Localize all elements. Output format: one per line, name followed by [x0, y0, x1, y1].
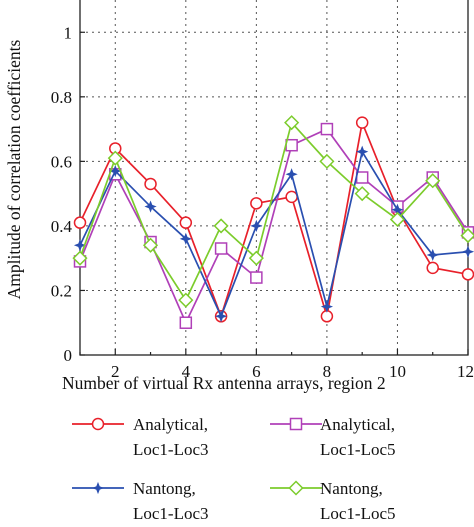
y-tick-label: 0.2: [51, 281, 72, 300]
legend-entry-3: Nantong, Loc1-Loc3: [72, 479, 209, 523]
data-point-star: [285, 168, 298, 181]
series-3: [73, 145, 474, 323]
data-point-star: [214, 310, 228, 323]
y-axis-title: Amplitude of correlation coefficients: [4, 39, 24, 299]
data-point-diamond: [72, 250, 88, 266]
y-tick-label: 1: [64, 23, 73, 42]
data-point-diamond: [354, 186, 370, 202]
data-point-diamond: [213, 218, 229, 234]
data-point-star: [179, 232, 192, 245]
data-point-star: [73, 239, 87, 252]
data-point-square: [320, 122, 334, 136]
x-tick-label: 8: [323, 362, 332, 381]
series-1: [73, 116, 474, 323]
legend-label-line: Loc1-Loc5: [320, 504, 396, 523]
data-point-star: [320, 300, 334, 313]
data-point-star: [144, 200, 157, 213]
data-point-circle: [73, 216, 87, 229]
y-tick-label: 0.6: [51, 152, 72, 171]
data-point-diamond: [319, 153, 335, 169]
data-point-diamond: [284, 115, 300, 131]
legend-label-line: Nantong,: [133, 479, 196, 498]
data-point-square: [289, 417, 303, 431]
data-point-diamond: [107, 150, 123, 166]
legend-label-line: Loc1-Loc3: [133, 504, 209, 523]
data-point-circle: [426, 261, 439, 275]
series-line: [79, 120, 469, 302]
x-tick-label: 4: [182, 362, 191, 381]
x-axis-title: Number of virtual Rx antenna arrays, reg…: [62, 373, 386, 393]
data-point-diamond: [288, 480, 304, 496]
data-point-circle: [91, 417, 105, 431]
data-point-star: [91, 481, 105, 495]
data-point-circle: [461, 268, 474, 281]
y-tick-label: 0: [64, 346, 73, 365]
legend: Analytical, Loc1-Loc3 Analytical, Loc1-Loc5…: [72, 415, 396, 523]
legend-label-line: Nantong,: [320, 479, 383, 498]
plot-area-frame: [79, 0, 469, 356]
data-point-diamond: [460, 228, 474, 244]
axis-ticks: 00.20.40.60.812 4 6 8 10 12: [51, 23, 474, 381]
data-point-circle: [355, 116, 369, 129]
data-point-star: [356, 145, 369, 158]
data-point-star: [426, 248, 439, 262]
series-group: [72, 115, 474, 329]
x-tick-label: 10: [389, 362, 406, 381]
x-tick-label: 2: [111, 362, 120, 381]
legend-label-line: Loc1-Loc5: [320, 440, 396, 459]
y-tick-label: 0.4: [51, 217, 73, 236]
data-point-diamond: [178, 292, 194, 308]
data-point-star: [250, 219, 263, 233]
data-point-square: [179, 316, 193, 329]
data-point-diamond: [425, 173, 441, 189]
data-point-square: [214, 242, 228, 255]
data-point-star: [461, 245, 474, 258]
data-point-circle: [144, 177, 157, 191]
data-point-square: [355, 171, 369, 184]
data-point-circle: [250, 197, 263, 210]
data-point-circle: [285, 190, 298, 204]
y-tick-label: 0.8: [51, 88, 72, 107]
series-line: [79, 149, 469, 319]
legend-label-line: Analytical,: [320, 415, 395, 434]
legend-entry-2: Analytical, Loc1-Loc5: [270, 415, 396, 459]
data-point-square: [285, 138, 298, 152]
grid: [80, 0, 468, 355]
x-tick-label: 6: [252, 362, 261, 381]
series-4: [72, 115, 474, 308]
legend-entry-1: Analytical, Loc1-Loc3: [72, 415, 209, 459]
data-point-square: [250, 271, 263, 284]
x-tick-label: 12: [457, 362, 474, 381]
legend-entry-4: Nantong, Loc1-Loc5: [270, 479, 396, 523]
data-point-diamond: [142, 237, 159, 253]
legend-label-line: Analytical,: [133, 415, 208, 434]
data-point-star: [109, 164, 122, 178]
data-point-diamond: [248, 250, 264, 266]
data-point-diamond: [389, 211, 406, 228]
data-point-circle: [179, 216, 193, 229]
legend-label-line: Loc1-Loc3: [133, 440, 209, 459]
